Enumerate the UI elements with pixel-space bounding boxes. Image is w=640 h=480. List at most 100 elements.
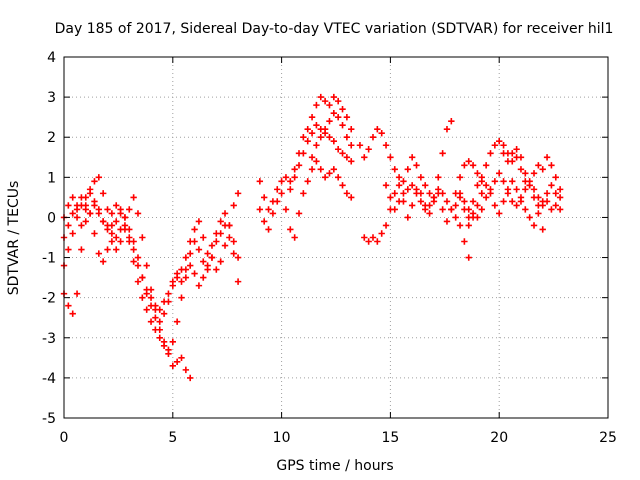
plus-marker bbox=[461, 198, 468, 205]
plus-marker bbox=[443, 198, 451, 205]
plus-marker bbox=[478, 174, 485, 181]
plus-marker bbox=[152, 326, 159, 333]
plus-marker bbox=[343, 190, 351, 197]
plus-marker bbox=[291, 234, 298, 241]
plus-marker bbox=[382, 222, 390, 229]
plus-marker bbox=[204, 250, 211, 257]
sat-track-9 bbox=[356, 117, 455, 201]
plus-marker bbox=[348, 142, 355, 149]
x-tick-label: 15 bbox=[381, 430, 399, 446]
plus-marker bbox=[509, 198, 516, 205]
plus-marker bbox=[217, 258, 224, 265]
plus-marker bbox=[482, 194, 490, 201]
plus-marker bbox=[278, 178, 285, 185]
plus-marker bbox=[78, 246, 85, 253]
plus-marker bbox=[69, 230, 76, 237]
plus-marker bbox=[522, 206, 529, 213]
plus-marker bbox=[139, 274, 146, 281]
plus-marker bbox=[160, 298, 168, 305]
plus-marker bbox=[86, 190, 94, 197]
plus-marker bbox=[474, 170, 481, 177]
plus-marker bbox=[426, 210, 433, 217]
plus-marker bbox=[91, 178, 98, 185]
plus-marker bbox=[182, 366, 190, 374]
plus-marker bbox=[330, 109, 338, 117]
plus-marker bbox=[395, 182, 403, 189]
y-tick-label: -5 bbox=[42, 411, 56, 427]
plus-marker bbox=[517, 198, 525, 205]
plus-marker bbox=[348, 158, 355, 165]
plus-marker bbox=[556, 194, 564, 201]
plus-marker bbox=[208, 242, 216, 249]
plus-marker bbox=[343, 113, 351, 121]
plus-marker bbox=[535, 210, 542, 217]
plus-marker bbox=[113, 246, 120, 253]
sat-track-14 bbox=[465, 178, 564, 229]
plus-marker bbox=[439, 206, 446, 213]
plus-marker bbox=[482, 162, 490, 169]
sat-track-3 bbox=[60, 190, 242, 354]
plus-marker bbox=[487, 150, 494, 157]
plus-marker bbox=[356, 142, 364, 149]
plus-marker bbox=[65, 222, 72, 229]
plus-marker bbox=[317, 166, 324, 173]
plus-marker bbox=[313, 142, 320, 149]
sat-track-4 bbox=[60, 194, 242, 313]
plus-marker bbox=[282, 206, 290, 213]
plus-marker bbox=[435, 174, 442, 181]
plus-marker bbox=[139, 294, 146, 301]
plus-marker bbox=[126, 206, 133, 213]
plus-marker bbox=[265, 226, 272, 233]
plus-marker bbox=[274, 186, 281, 193]
plus-marker bbox=[304, 126, 311, 133]
plus-marker bbox=[287, 186, 294, 193]
plus-marker bbox=[104, 206, 111, 213]
plus-marker bbox=[482, 182, 490, 189]
plus-marker bbox=[152, 302, 159, 309]
plus-marker bbox=[339, 121, 346, 129]
plus-marker bbox=[443, 218, 451, 225]
plus-marker bbox=[378, 230, 385, 237]
plus-marker bbox=[556, 186, 564, 193]
sat-track-11 bbox=[382, 182, 472, 261]
plus-marker bbox=[69, 194, 76, 201]
plus-marker bbox=[522, 170, 529, 177]
plus-marker bbox=[160, 342, 168, 349]
plus-marker bbox=[304, 138, 311, 145]
plus-marker bbox=[178, 294, 185, 301]
plus-marker bbox=[182, 266, 190, 273]
plus-marker bbox=[221, 242, 229, 249]
plus-marker bbox=[504, 150, 512, 157]
plus-marker bbox=[86, 210, 94, 217]
plus-marker bbox=[474, 182, 481, 189]
plus-marker bbox=[443, 126, 451, 133]
plus-marker bbox=[326, 170, 333, 177]
y-tick-label: 2 bbox=[47, 130, 56, 146]
plus-marker bbox=[469, 214, 477, 221]
plus-marker bbox=[539, 226, 546, 233]
plus-marker bbox=[391, 206, 398, 213]
plus-marker bbox=[287, 178, 294, 185]
plus-marker bbox=[313, 158, 320, 165]
plus-marker bbox=[313, 121, 320, 129]
y-tick-label: 4 bbox=[47, 50, 56, 66]
plus-marker bbox=[517, 154, 525, 161]
plus-marker bbox=[217, 230, 224, 237]
plus-marker bbox=[99, 258, 107, 265]
plus-marker bbox=[509, 158, 516, 165]
plus-marker bbox=[387, 154, 394, 161]
plus-marker bbox=[348, 194, 355, 201]
plus-marker bbox=[287, 226, 294, 233]
plus-marker bbox=[530, 170, 538, 177]
plus-marker bbox=[73, 214, 81, 221]
plus-marker bbox=[117, 238, 124, 245]
plus-marker bbox=[343, 134, 351, 141]
plus-marker bbox=[417, 174, 425, 181]
plus-marker bbox=[108, 210, 116, 217]
plus-marker bbox=[278, 190, 285, 197]
plus-marker bbox=[65, 202, 72, 209]
plus-marker bbox=[165, 346, 172, 354]
plus-marker bbox=[326, 134, 333, 141]
plus-marker bbox=[99, 218, 107, 225]
